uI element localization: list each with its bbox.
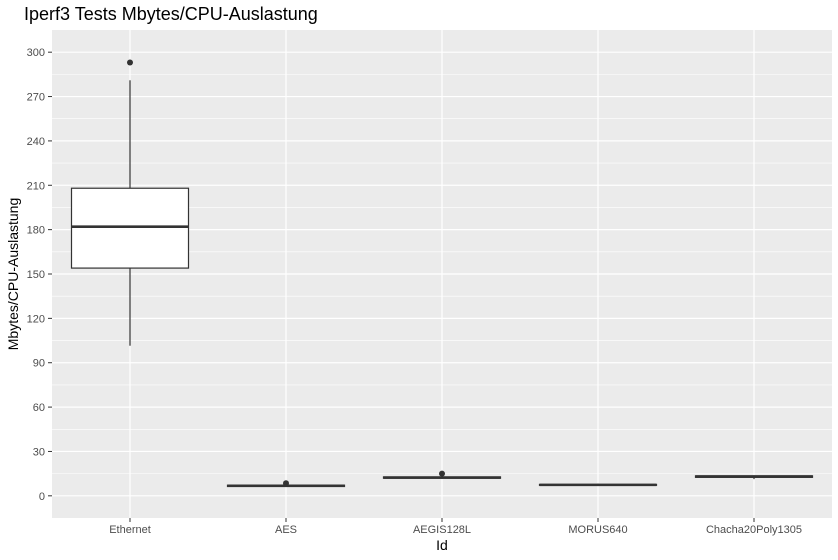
x-tick-label: Ethernet (109, 524, 151, 536)
outlier-point (439, 470, 445, 477)
y-tick-label: 210 (27, 180, 45, 192)
box-morus640 (538, 483, 658, 487)
y-tick-label: 270 (27, 92, 45, 104)
y-tick-label: 300 (27, 47, 45, 59)
boxes (70, 59, 814, 488)
y-tick-label: 120 (27, 313, 45, 325)
x-tick-label: AEGIS128L (413, 524, 471, 536)
x-axis-title: Id (436, 537, 448, 553)
outlier-point (283, 480, 289, 487)
outlier-point (127, 59, 133, 66)
x-tick-label: Chacha20Poly1305 (706, 524, 802, 536)
y-tick-label: 60 (33, 402, 45, 414)
box-aegis128l (382, 470, 502, 479)
y-tick-label: 90 (33, 358, 45, 370)
box-aes (226, 480, 346, 488)
y-tick-label: 0 (39, 491, 45, 503)
x-tick-label: AES (275, 524, 297, 536)
x-axis: Ethernet AES AEGIS128L MORUS640 Chacha20Poly… (109, 518, 802, 536)
y-tick-label: 240 (27, 136, 45, 148)
box-chacha20poly1305 (694, 475, 814, 480)
chart-title: Iperf3 Tests Mbytes/CPU-Auslastung (24, 4, 318, 24)
y-axis-title: Mbytes/CPU-Auslastung (5, 198, 21, 351)
y-tick-label: 30 (33, 446, 45, 458)
y-axis: 0 30 60 90 120 150 180 210 240 270 300 (27, 47, 52, 503)
y-tick-label: 180 (27, 225, 45, 237)
x-tick-label: MORUS640 (568, 524, 627, 536)
box-ethernet (70, 59, 190, 346)
box-iqr (70, 187, 190, 269)
y-tick-label: 150 (27, 269, 45, 281)
